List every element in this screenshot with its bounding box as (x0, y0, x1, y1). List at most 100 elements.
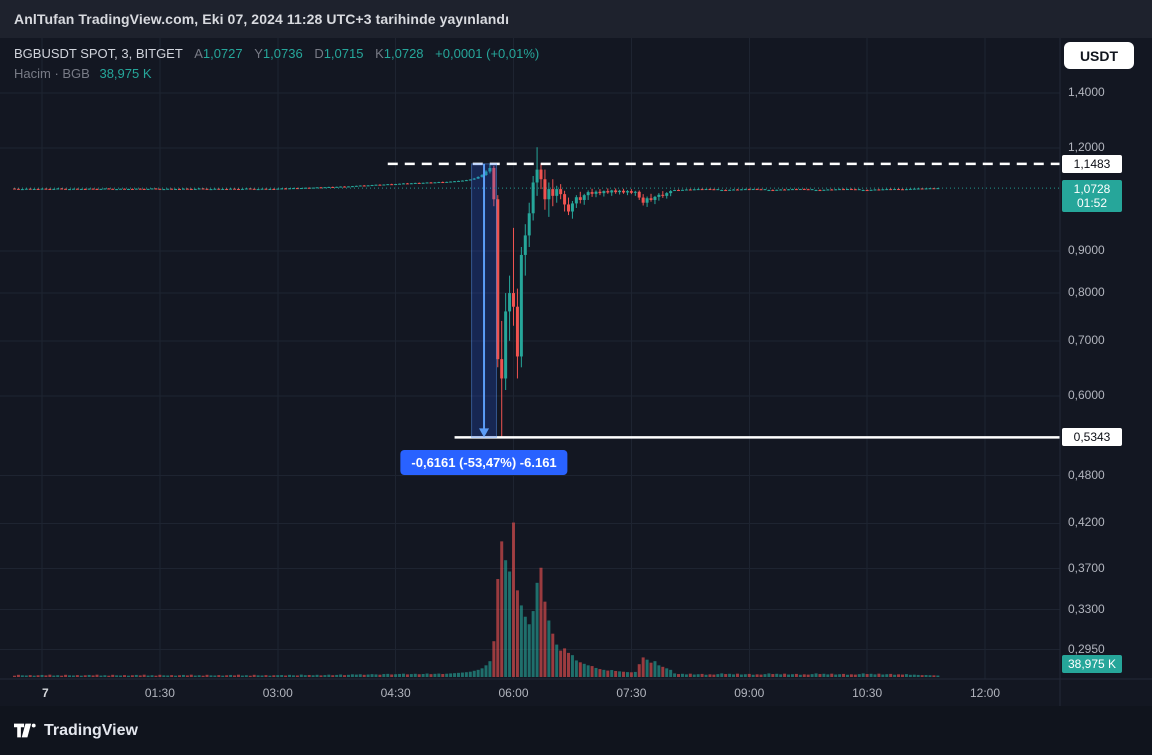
candle-body (567, 204, 571, 212)
change-value: +0,0001 (+0,01%) (435, 46, 540, 61)
volume-bar (775, 673, 779, 677)
candle-body (673, 190, 677, 192)
volume-bar (790, 674, 794, 677)
volume-bar (229, 674, 233, 677)
candle-body (523, 235, 527, 255)
candle-body (582, 195, 586, 200)
tradingview-logo-icon[interactable] (14, 723, 36, 738)
volume-bar (134, 674, 138, 677)
candle-body (12, 188, 16, 190)
candle-body (138, 188, 142, 190)
candle-body (877, 189, 881, 191)
volume-bar (559, 650, 563, 677)
volume-bar (739, 674, 743, 677)
volume-bar (893, 674, 897, 677)
candle-body (492, 168, 496, 200)
volume-bar (150, 675, 154, 677)
volume-bar (178, 675, 182, 677)
volume-bar (16, 674, 20, 677)
volume-bar (126, 675, 130, 677)
volume-bar (484, 665, 488, 677)
volume-bar (798, 674, 802, 677)
chart-legend[interactable]: BGBUSDT SPOT, 3, BITGET A1,0727 Y1,0736 … (14, 44, 539, 84)
volume-bar (806, 674, 810, 677)
candle-body (295, 188, 299, 190)
candle-body (464, 180, 468, 182)
candle-body (504, 311, 508, 379)
candle-body (123, 188, 127, 190)
volume-bar (441, 674, 445, 677)
volume-bar (425, 673, 429, 677)
volume-bar (107, 675, 111, 677)
candle-body (845, 189, 849, 191)
volume-bar (28, 675, 32, 677)
volume-bar (802, 674, 806, 677)
candle-body (763, 189, 767, 191)
volume-bar (303, 675, 307, 677)
candle-body (311, 187, 315, 189)
candle-body (280, 188, 284, 190)
volume-bar (661, 666, 665, 677)
volume-bar (728, 673, 732, 677)
volume-bar (645, 659, 649, 677)
candle-body (95, 188, 99, 190)
volume-bar (508, 571, 512, 677)
candle-body (358, 185, 362, 187)
candle-body (539, 169, 543, 180)
candle-body (555, 189, 559, 196)
candle-body (728, 189, 732, 191)
candle-body (264, 188, 268, 190)
volume-bar (476, 669, 480, 677)
candle-body (103, 188, 107, 190)
candle-body (834, 189, 838, 191)
volume-bar (460, 672, 464, 677)
volume-bar (468, 671, 472, 677)
volume-bar (504, 560, 508, 677)
candle-body (229, 188, 233, 190)
candle-body (692, 189, 696, 191)
volume-bar (413, 673, 417, 677)
candle-body (641, 197, 645, 203)
volume-study-label[interactable]: Hacim · BGB (14, 66, 90, 81)
tradingview-brand-text[interactable]: TradingView (44, 721, 138, 739)
volume-bar (56, 675, 60, 677)
candle-body (751, 189, 755, 191)
volume-bar (688, 673, 692, 677)
volume-bar (751, 674, 755, 677)
candle-body (417, 182, 421, 184)
volume-bar (586, 665, 590, 677)
volume-bar (189, 674, 193, 677)
volume-bar (130, 675, 134, 677)
volume-bar (44, 675, 48, 677)
candle-body (515, 306, 519, 357)
footer-bar: TradingView (0, 706, 1152, 755)
candle-body (119, 188, 123, 190)
volume-bar (83, 675, 87, 677)
volume-bar (185, 675, 189, 677)
candle-body (802, 189, 806, 191)
candle-body (178, 188, 182, 190)
volume-bar (119, 675, 123, 677)
currency-toggle-button[interactable]: USDT (1064, 42, 1134, 69)
candle-body (547, 189, 551, 200)
volume-bar (610, 670, 614, 677)
open-label: A (194, 46, 203, 61)
candle-body (578, 197, 582, 200)
candle-body (806, 189, 810, 191)
candle-body (299, 188, 303, 190)
candle-body (413, 182, 417, 184)
volume-bar (138, 675, 142, 677)
volume-bar (885, 674, 889, 677)
volume-bar (763, 674, 767, 677)
volume-bar (743, 674, 747, 677)
candle-body (28, 188, 32, 190)
candle-body (696, 189, 700, 191)
volume-bar (362, 674, 366, 677)
candle-body (527, 213, 531, 236)
symbol-title[interactable]: BGBUSDT SPOT, 3, BITGET (14, 46, 183, 61)
candle-body (535, 169, 539, 183)
candle-body (130, 188, 134, 190)
volume-bar (20, 675, 24, 677)
price-range-measurement-label[interactable]: -0,6161 (-53,47%) -6.161 (400, 450, 568, 476)
